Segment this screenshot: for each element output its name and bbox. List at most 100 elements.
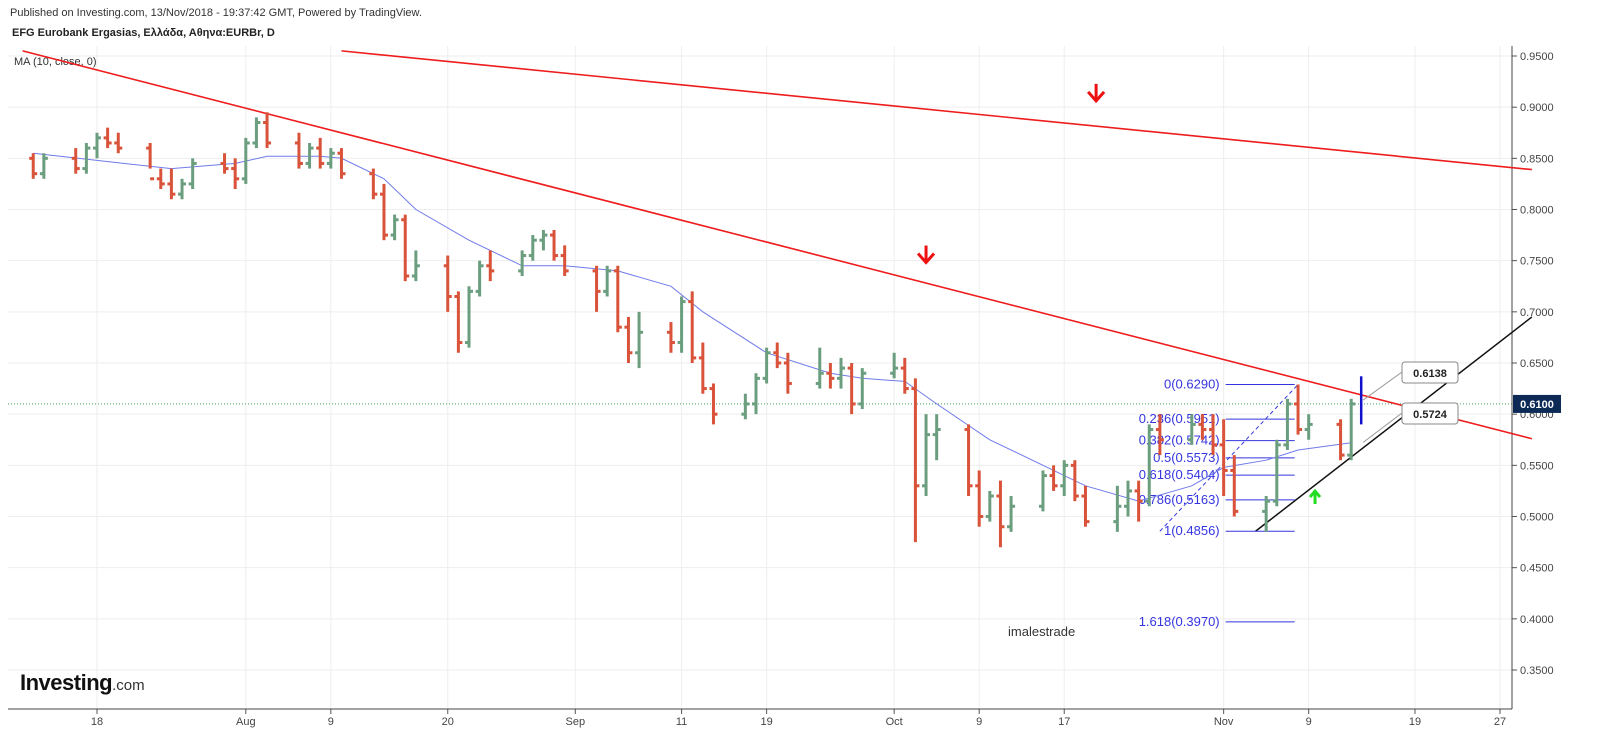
x-tick-label: Aug [236,716,256,728]
ohlc-bar [1272,439,1281,507]
ohlc-bar [1145,424,1154,507]
ohlc-bar [475,260,484,297]
ohlc-bar [220,153,229,174]
ohlc-bar [603,265,612,297]
y-tick-label: 0.7000 [1520,307,1554,319]
ohlc-bar [93,132,101,159]
current-price-label: 0.6100 [1520,399,1554,411]
fib-level-label: 0.786(0.5163) [1139,492,1220,507]
ohlc-bar [294,132,303,169]
ohlc-bar [1007,496,1016,532]
ohlc-bar [443,255,452,312]
x-tick-label: 20 [442,716,454,728]
ohlc-bar [688,291,697,363]
down-arrow-mid[interactable] [916,245,936,265]
ohlc-bar [390,214,399,241]
fib-anchor-line[interactable] [1159,384,1299,532]
ohlc-bar [146,142,155,181]
callout-leader [1362,412,1403,443]
fib-level-label: 0.5(0.5573) [1153,450,1220,465]
callout-label: 0.5724 [1413,409,1448,421]
ohlc-bar [1198,414,1207,440]
ohlc-bar [305,142,314,169]
ohlc-bar [698,342,707,394]
trendline-upper[interactable] [341,50,1532,171]
ohlc-bar [379,183,388,241]
ohlc-bar [401,214,410,282]
ohlc-bar [1262,496,1271,532]
ohlc-bar [1230,455,1239,517]
ohlc-bar [1187,414,1196,445]
ohlc-bar [29,153,38,179]
fib-level-label: 1(0.4856) [1164,523,1220,538]
fib-level-label: 0.236(0.5951) [1139,411,1220,426]
down-arrow-top[interactable] [1086,83,1106,104]
ohlc-bar [922,414,931,497]
up-arrow[interactable] [1308,488,1322,505]
x-tick-label: 11 [676,716,687,728]
logo-main-text: Investing [20,670,113,695]
callout-leader [1362,371,1403,401]
ohlc-bar [263,112,272,149]
ohlc-bar [624,316,633,363]
ma-line-layer [33,152,1352,502]
x-tick-label: Sep [566,716,586,728]
trendlines[interactable] [22,50,1533,532]
logo-suffix-text: .com [112,677,145,694]
ohlc-bar [911,378,920,543]
ohlc-bar [773,342,782,369]
ohlc-bar [518,250,527,277]
ohlc-bar [156,168,165,190]
ohlc-bar [677,296,686,353]
callout-box [1401,402,1459,425]
ohlc-bar [837,357,846,389]
arrow-down-icon [916,252,936,265]
x-tick-label: 19 [1409,716,1421,728]
ohlc-bar [1209,414,1218,456]
price-callout[interactable]: 0.5724 [1362,402,1459,443]
y-tick-label: 0.5000 [1520,512,1554,524]
ohlc-bar [1049,465,1058,491]
ohlc-bar [1113,485,1122,532]
ohlc-bar [1134,480,1143,522]
ma-line [33,152,1352,502]
ohlc-bar [900,357,909,394]
annotations[interactable]: 0.6138 0.5724 imalestrade [916,83,1459,639]
y-tick-label: 0.5500 [1520,460,1554,472]
ohlc-bar [932,414,941,461]
ohlc-bar [486,250,495,282]
ohlc-bar [1347,398,1356,461]
published-note: Published on Investing.com, 13/Nov/2018 … [10,7,422,19]
x-tick-label: 18 [91,716,103,728]
ohlc-bar [741,393,750,420]
ohlc-bar [1336,419,1345,461]
ohlc-bar [103,127,112,149]
ohlc-bar [560,245,569,277]
x-tick-label: Oct [886,716,903,728]
ohlc-bar [465,286,474,348]
callout-label: 0.6138 [1413,368,1447,380]
fib-level-label: 1.618(0.3970) [1139,614,1220,629]
y-tick-label: 0.4000 [1520,614,1554,626]
axes: 0.9500 0.9000 0.8500 0.8000 0.7500 0.7000 0.65… [8,46,1554,728]
x-tick-label: 9 [976,716,982,728]
x-tick-label: 9 [1306,716,1312,728]
ohlc-bar [815,347,824,389]
ohlc-bar [847,363,856,415]
x-tick-label: 17 [1058,716,1070,728]
ohlc-bar [454,291,463,353]
ohlc-bar [1038,470,1047,512]
ohlc-bar [592,265,601,312]
price-callout[interactable]: 0.6138 [1362,361,1459,401]
ohlc-bar [709,383,718,425]
ohlc-bar [114,132,123,154]
ohlc-bar [996,480,1005,548]
ohlc-bar [316,137,325,169]
trendline-middle[interactable] [22,50,1533,440]
current-price-box [1513,394,1561,413]
ohlc-bar [411,250,420,282]
fib-level-label: 0.382(0.5742) [1139,433,1220,448]
x-tick-label: 9 [328,716,334,728]
trendline-support[interactable] [1255,316,1533,532]
